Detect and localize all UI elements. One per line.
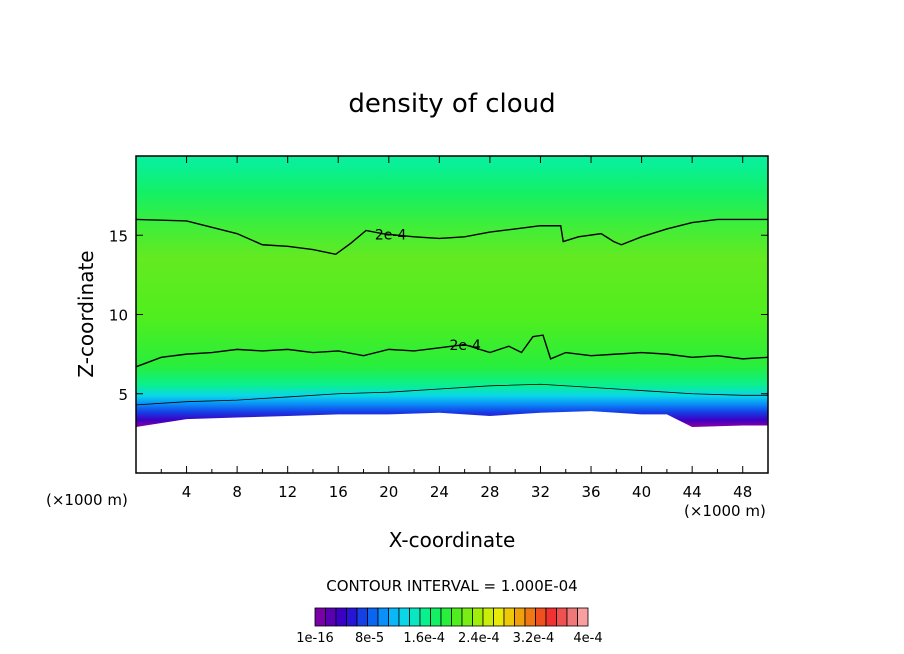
y-axis-ticks: 5 10 15 [109,227,768,404]
colorbar-swatch [503,607,515,627]
contour-line-2 [136,334,768,368]
x-axis-unit-right: (×1000 m) [684,502,766,520]
colorbar-swatch [472,607,484,627]
colorbar-swatch [335,607,347,627]
colorbar-swatch [451,607,463,627]
y-tick-label: 15 [109,227,128,245]
contour-labels: 2e-4 2e-4 [375,227,481,354]
x-tick-label: 12 [278,483,297,501]
y-tick-label: 10 [109,307,128,325]
x-tick-label: 20 [379,483,398,501]
colorbar [314,607,589,627]
x-tick-label: 24 [430,483,449,501]
colorbar-swatch [325,607,337,627]
x-tick-label: 32 [531,483,550,501]
colorbar-tick-label: 3.2e-4 [513,631,555,646]
colorbar-swatch [419,607,431,627]
colorbar-swatch [482,607,494,627]
x-axis-ticks: 4 8 12 16 20 24 28 32 36 40 44 48 [160,156,752,501]
colorbar-tick-label: 8e-5 [355,631,384,646]
colorbar-tick-label: 4e-4 [573,631,602,646]
x-axis-unit-left: (×1000 m) [46,491,128,509]
plot-field: 2e-4 2e-4 [136,156,768,473]
colorbar-swatch [377,607,389,627]
x-tick-label: 44 [683,483,702,501]
y-tick-label: 5 [118,386,128,404]
colorbar-tick-label: 1e-16 [296,631,334,646]
contour-line-3 [136,383,768,406]
y-axis-label: Z-coordinate [74,250,98,377]
colorbar-tick-label: 1.6e-4 [403,631,445,646]
contour-label-2: 2e-4 [449,338,481,354]
x-tick-label: 8 [232,483,242,501]
colorbar-swatch [556,607,568,627]
colorbar-swatch [367,607,379,627]
x-tick-label: 36 [581,483,600,501]
colorbar-swatch [409,607,421,627]
contour-interval-text: CONTOUR INTERVAL = 1.000E-04 [326,577,577,595]
colorbar-tick-labels: 1e-16 8e-5 1.6e-4 2.4e-4 3.2e-4 4e-4 [296,631,602,646]
colorbar-swatch [314,607,326,627]
x-tick-label: 40 [632,483,651,501]
colorbar-swatch [493,607,505,627]
colorbar-swatch [566,607,578,627]
colorbar-swatch [388,607,400,627]
colorbar-swatch [440,607,452,627]
x-tick-label: 16 [329,483,348,501]
x-axis-label: X-coordinate [389,528,516,552]
cloud-density-field [136,156,768,428]
colorbar-tick-label: 2.4e-4 [458,631,500,646]
contour-label-1: 2e-4 [375,227,407,243]
x-tick-label: 48 [733,483,752,501]
colorbar-swatch [398,607,410,627]
colorbar-swatch [535,607,547,627]
colorbar-swatch [545,607,557,627]
x-tick-label: 28 [480,483,499,501]
chart-title: density of cloud [348,89,555,119]
colorbar-swatch [524,607,536,627]
contour-lines [136,218,768,406]
colorbar-swatch [514,607,526,627]
contour-line-1 [136,218,768,256]
colorbar-swatch [577,607,589,627]
colorbar-swatch [461,607,473,627]
colorbar-swatch [346,607,358,627]
colorbar-swatch [430,607,442,627]
colorbar-swatch [356,607,368,627]
x-tick-label: 4 [182,483,192,501]
